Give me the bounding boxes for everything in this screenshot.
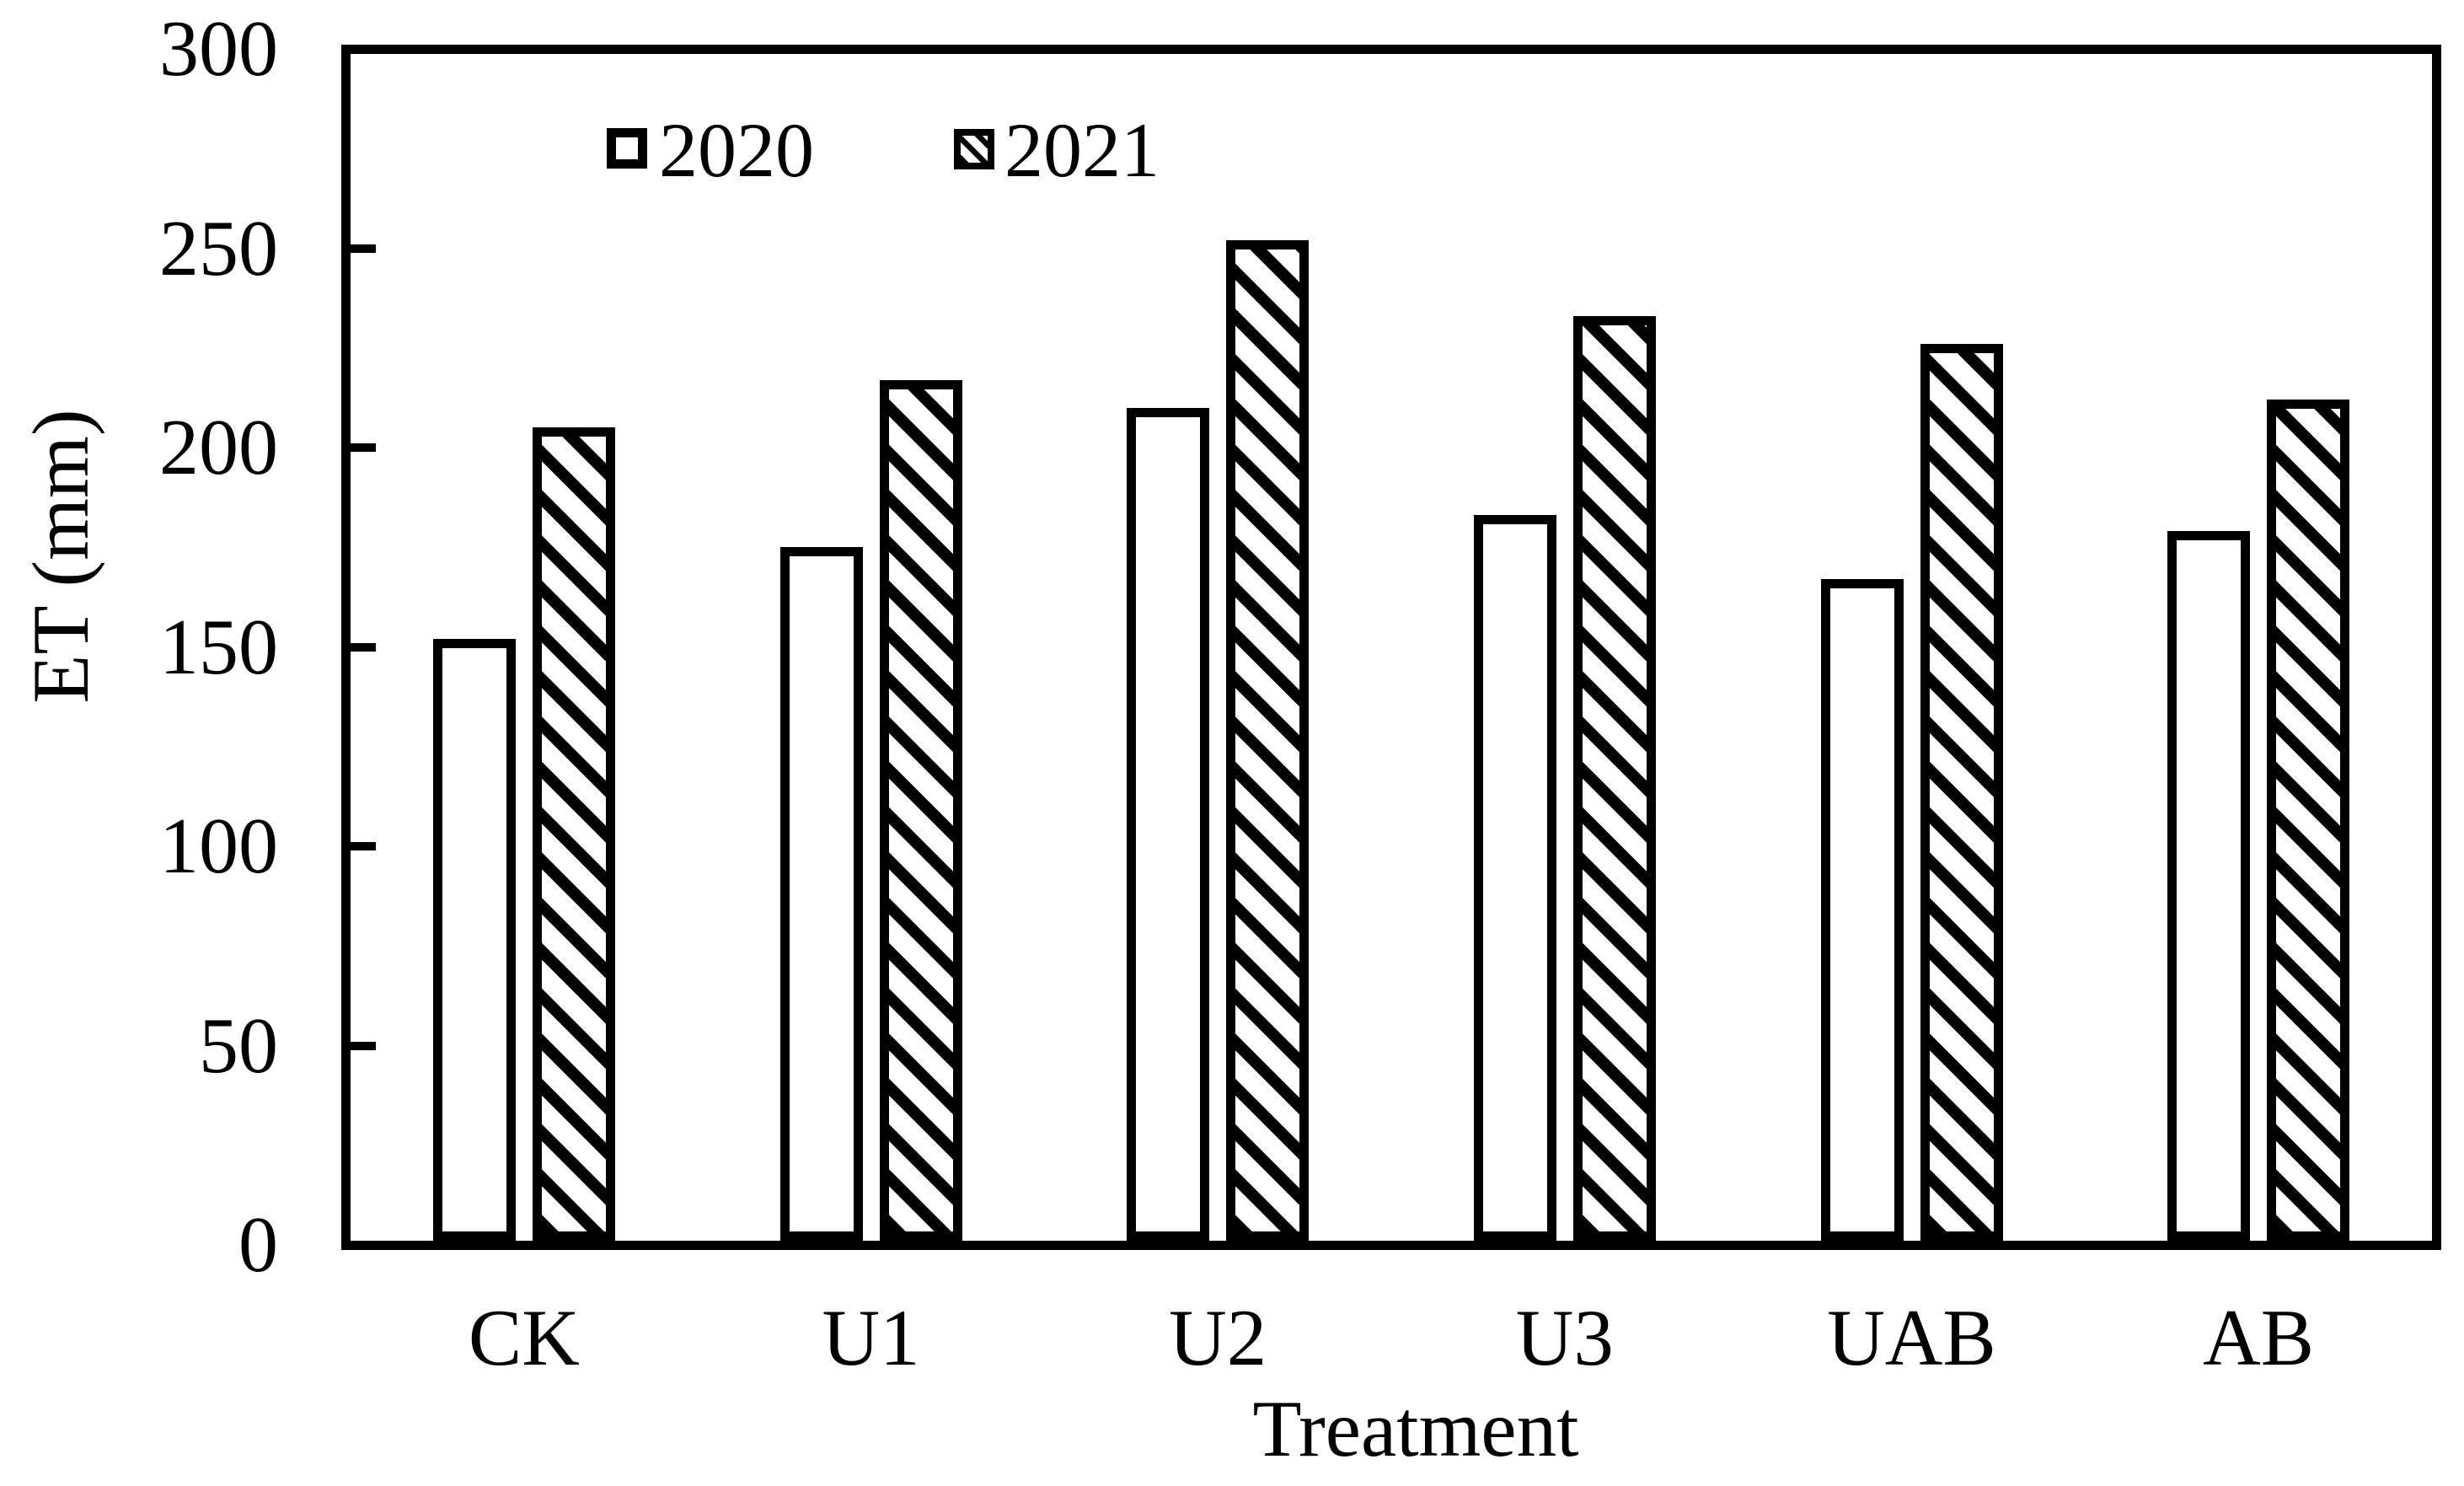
legend-label-2020: 2020 xyxy=(659,107,814,193)
bar-2020-u3 xyxy=(1473,515,1556,1241)
y-tick-label-50: 50 xyxy=(199,1001,278,1090)
x-category-label-ab: AB xyxy=(2203,1293,2315,1382)
y-tick-label-0: 0 xyxy=(238,1201,278,1289)
legend-swatch-2021-icon xyxy=(954,129,994,169)
legend-swatch-2020-icon xyxy=(607,128,647,169)
x-category-label-uab: UAB xyxy=(1827,1293,1996,1382)
y-tick-mark-250 xyxy=(351,244,376,253)
x-axis-title: Treatment xyxy=(1252,1384,1579,1473)
y-tick-label-100: 100 xyxy=(159,802,278,890)
y-tick-label-150: 150 xyxy=(159,603,278,691)
bar-2021-ab xyxy=(2267,400,2350,1241)
bar-2021-uab xyxy=(1920,344,2003,1241)
x-category-label-u2: U2 xyxy=(1169,1293,1267,1382)
y-tick-label-300: 300 xyxy=(159,5,278,93)
bar-2020-u1 xyxy=(779,547,863,1241)
bar-2021-ck xyxy=(532,427,615,1241)
plot-area-frame xyxy=(341,45,2441,1250)
x-category-label-u1: U1 xyxy=(822,1293,920,1382)
x-category-label-ck: CK xyxy=(468,1293,580,1382)
y-tick-label-250: 250 xyxy=(159,204,278,292)
y-tick-mark-100 xyxy=(351,842,376,850)
y-tick-label-200: 200 xyxy=(159,404,278,491)
y-tick-mark-50 xyxy=(351,1041,376,1050)
bar-2020-uab xyxy=(1820,579,1904,1241)
bar-2021-u2 xyxy=(1226,240,1310,1241)
bar-2020-u2 xyxy=(1127,407,1210,1241)
bar-2021-u1 xyxy=(879,379,962,1241)
y-tick-mark-200 xyxy=(351,443,376,452)
bar-2020-ab xyxy=(2167,531,2251,1241)
y-axis-title: ET (mm) xyxy=(16,409,105,704)
bar-2021-u3 xyxy=(1572,315,1656,1241)
legend-label-2021: 2021 xyxy=(1004,107,1160,193)
x-category-label-u3: U3 xyxy=(1515,1293,1614,1382)
y-tick-mark-150 xyxy=(351,642,376,652)
bar-2020-ck xyxy=(432,639,516,1241)
